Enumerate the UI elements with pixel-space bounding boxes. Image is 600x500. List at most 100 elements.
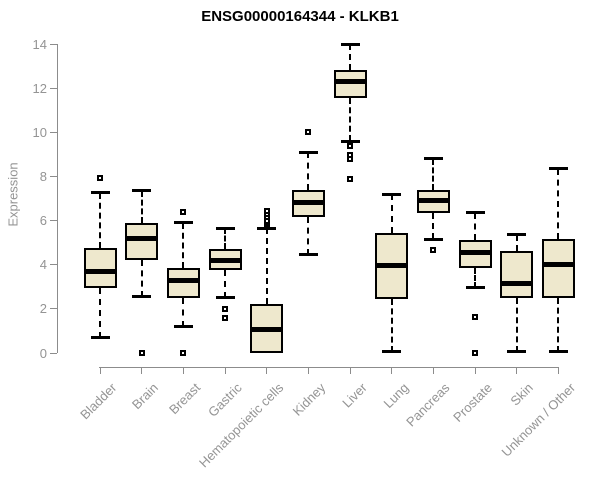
whisker-lower xyxy=(432,212,435,240)
median-line xyxy=(125,235,159,241)
whisker-upper xyxy=(349,44,352,71)
whisker-upper xyxy=(224,228,226,250)
x-tick xyxy=(182,367,184,374)
whisker-cap-lower xyxy=(548,350,568,354)
chart-title: ENSG00000164344 - KLKB1 xyxy=(201,8,399,25)
median-line xyxy=(166,277,200,283)
whisker-lower xyxy=(474,268,477,288)
whisker-cap-lower xyxy=(423,237,443,241)
whisker-cap-lower xyxy=(90,336,110,340)
outlier-point xyxy=(430,247,437,254)
whisker-cap-lower xyxy=(340,139,360,143)
median-line xyxy=(333,79,367,85)
whisker-lower xyxy=(390,298,393,352)
y-tick xyxy=(50,352,57,354)
y-tick-label: 6 xyxy=(39,213,47,229)
median-line xyxy=(458,250,492,256)
x-tick xyxy=(99,367,101,374)
whisker-cap-upper xyxy=(215,226,235,230)
whisker-cap-lower xyxy=(215,296,235,300)
x-tick-label: Liver xyxy=(339,380,370,411)
x-tick-label: Skin xyxy=(507,380,537,409)
whisker-upper xyxy=(99,192,101,249)
x-tick xyxy=(432,367,434,374)
whisker-cap-upper xyxy=(382,192,402,196)
x-tick-label: Prostate xyxy=(449,380,495,425)
whisker-cap-upper xyxy=(423,157,443,161)
iqr-box-skin xyxy=(500,251,534,298)
x-tick-label: Brain xyxy=(129,380,162,413)
whisker-lower xyxy=(557,297,560,352)
median-line xyxy=(250,327,284,333)
y-tick xyxy=(50,131,57,133)
whisker-lower xyxy=(515,297,518,352)
y-tick xyxy=(50,220,57,222)
whisker-upper xyxy=(515,234,518,252)
iqr-box-liver xyxy=(333,70,367,99)
y-axis-line xyxy=(57,44,58,353)
iqr-box-unknown-other xyxy=(541,239,575,298)
outlier-point xyxy=(472,313,479,320)
median-line xyxy=(83,268,117,274)
whisker-upper xyxy=(265,228,268,305)
median-line xyxy=(291,200,325,206)
x-tick-label: Lung xyxy=(380,380,412,412)
whisker-cap-lower xyxy=(132,295,152,299)
outlier-point xyxy=(180,208,187,215)
median-line xyxy=(375,263,409,269)
x-axis-line xyxy=(99,367,560,368)
x-tick-label: Unknown / Other xyxy=(498,380,578,460)
median-line xyxy=(541,262,575,268)
y-tick xyxy=(50,43,57,45)
whisker-cap-lower xyxy=(507,350,527,354)
whisker-lower xyxy=(182,297,185,327)
y-tick-label: 14 xyxy=(32,36,47,52)
x-tick-label: Pancreas xyxy=(403,380,453,430)
whisker-upper xyxy=(432,158,435,190)
x-tick xyxy=(557,367,559,374)
iqr-box-bladder xyxy=(83,248,117,288)
outlier-point xyxy=(347,142,354,149)
whisker-upper xyxy=(390,194,393,233)
y-tick-label: 8 xyxy=(39,168,47,184)
whisker-upper xyxy=(182,222,185,268)
median-line xyxy=(208,257,242,263)
x-tick-label: Breast xyxy=(165,380,203,418)
x-tick-label: Gastric xyxy=(204,380,245,420)
whisker-cap-upper xyxy=(90,191,110,195)
whisker-upper xyxy=(474,212,477,241)
outlier-point xyxy=(347,155,354,162)
whisker-cap-lower xyxy=(465,286,485,290)
x-tick xyxy=(266,367,268,374)
x-tick xyxy=(391,367,393,374)
whisker-cap-upper xyxy=(340,42,360,46)
whisker-upper xyxy=(307,152,310,190)
y-tick xyxy=(50,175,57,177)
outlier-point xyxy=(97,174,103,181)
x-tick xyxy=(141,367,143,374)
whisker-upper xyxy=(557,168,560,240)
outlier-point xyxy=(222,305,228,312)
outlier-point xyxy=(472,350,479,356)
iqr-box-breast xyxy=(166,268,200,298)
y-tick-label: 12 xyxy=(32,80,47,96)
outlier-point xyxy=(347,175,354,182)
x-tick xyxy=(349,367,351,374)
whisker-cap-upper xyxy=(257,226,277,230)
whisker-cap-upper xyxy=(173,221,193,225)
x-tick xyxy=(307,367,309,374)
y-tick-label: 10 xyxy=(32,124,47,140)
whisker-cap-lower xyxy=(298,253,318,257)
whisker-lower xyxy=(140,260,143,297)
whisker-cap-lower xyxy=(382,350,402,354)
outlier-point xyxy=(305,129,312,136)
whisker-cap-lower xyxy=(173,325,193,328)
iqr-box-brain xyxy=(125,222,159,261)
outlier-point xyxy=(180,350,187,356)
y-tick-label: 2 xyxy=(39,301,47,317)
whisker-lower xyxy=(349,98,352,142)
y-tick xyxy=(50,87,57,89)
x-tick xyxy=(516,367,518,374)
x-tick xyxy=(474,367,476,374)
